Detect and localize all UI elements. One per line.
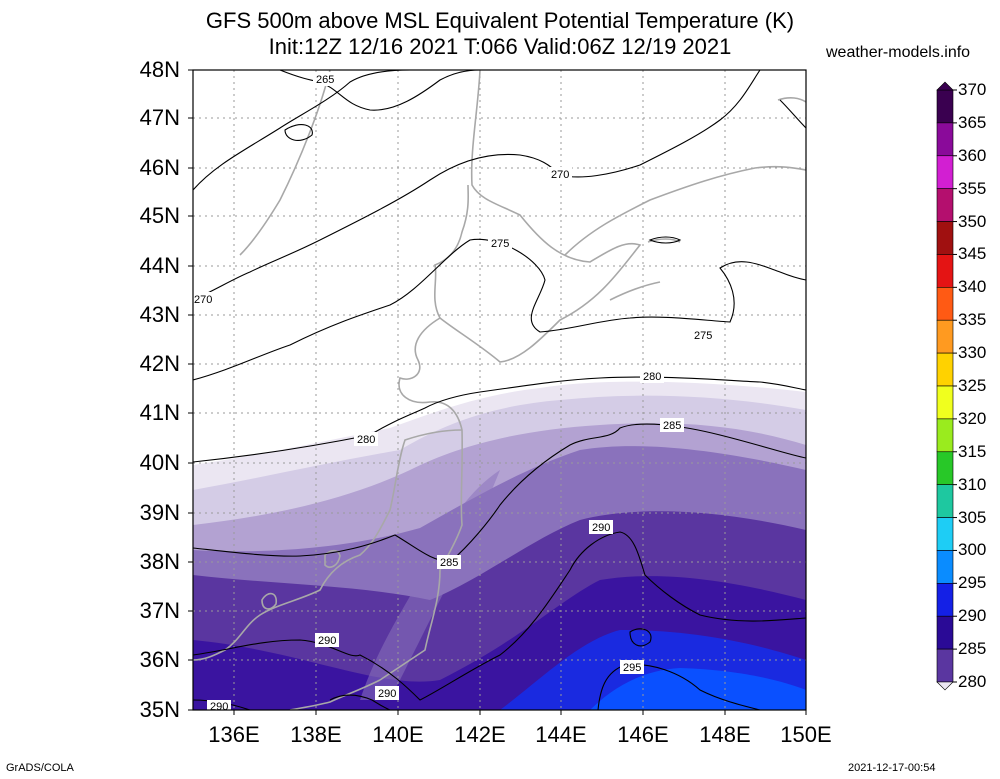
colorbar-label: 355 — [958, 178, 987, 198]
colorbar-label: 370 — [958, 80, 987, 99]
lon-label: 138E — [290, 722, 342, 747]
lon-label: 150E — [780, 722, 832, 747]
colorbar-label: 365 — [958, 112, 987, 132]
contour-label: 265 — [316, 74, 334, 86]
plot-frame — [192, 69, 807, 711]
contours — [193, 70, 806, 710]
colorbar-label: 345 — [958, 244, 987, 264]
colorbar-bottom-arrow — [936, 681, 954, 691]
colorbar-label: 335 — [958, 310, 987, 330]
colorbar-segment — [936, 583, 954, 617]
colorbar-label: 340 — [958, 277, 987, 297]
contour-label: 290 — [318, 635, 336, 647]
map-subtitle: Init:12Z 12/16 2021 T:066 Valid:06Z 12/1… — [268, 34, 732, 59]
lon-label: 142E — [454, 722, 506, 747]
footer-software: GrADS/COLA — [6, 762, 74, 774]
colorbar-segment — [936, 648, 954, 683]
lat-label: 46N — [139, 155, 180, 180]
colorbar-segment — [936, 550, 954, 584]
lat-label: 44N — [139, 253, 180, 278]
lat-label: 43N — [139, 302, 180, 327]
band-warm-core — [590, 668, 806, 710]
lat-label: 35N — [139, 697, 180, 722]
contour-label: 280 — [643, 371, 661, 383]
colorbar-label: 325 — [958, 376, 987, 395]
lon-label: 148E — [699, 722, 751, 747]
lat-label: 40N — [139, 450, 180, 475]
colorbar-segment — [936, 484, 954, 518]
axis-ticks — [188, 69, 807, 715]
colorbar-label: 300 — [958, 540, 987, 560]
contour-label: 275 — [491, 238, 509, 250]
contour-label: 285 — [440, 557, 458, 569]
colorbar-label: 295 — [958, 573, 987, 593]
lat-label: 37N — [139, 598, 180, 623]
colorbar-label: 305 — [958, 507, 987, 527]
colorbar-label: 285 — [958, 639, 987, 659]
lon-label: 144E — [535, 722, 587, 747]
colorbar — [936, 81, 957, 691]
colorbar-label: 350 — [958, 211, 987, 231]
contour-label: 270 — [194, 294, 212, 306]
lat-label: 39N — [139, 500, 180, 525]
colorbar-label: 310 — [958, 474, 987, 494]
lon-label: 140E — [372, 722, 424, 747]
colorbar-segment — [936, 418, 954, 453]
colorbar-segment — [936, 385, 954, 420]
colorbar-segment — [936, 615, 954, 650]
contour-label: 295 — [623, 662, 641, 674]
contour-label-group: 265 270 270 275 275 280 280 285 285 290 … — [193, 72, 715, 713]
colorbar-label: 320 — [958, 408, 987, 428]
contour-label: 290 — [592, 522, 610, 534]
contour-label: 270 — [551, 169, 569, 181]
colorbar-label: 315 — [958, 441, 987, 461]
colorbar-segment — [936, 451, 954, 485]
colorbar-segment — [936, 254, 954, 288]
colorbar-label: 280 — [958, 672, 987, 691]
contour-label: 275 — [694, 330, 712, 342]
colorbar-segment — [936, 287, 954, 321]
colorbar-segment — [936, 319, 954, 354]
colorbar-segment — [936, 188, 954, 222]
colorbar-segment — [936, 155, 954, 189]
lon-label: 136E — [208, 722, 260, 747]
lat-label: 36N — [139, 647, 180, 672]
lat-label: 48N — [139, 57, 180, 82]
colorbar-label: 360 — [958, 145, 987, 165]
lat-label: 41N — [139, 400, 180, 425]
colorbar-segment — [936, 352, 954, 387]
map-title: GFS 500m above MSL Equivalent Potential … — [205, 8, 795, 33]
lat-label: 38N — [139, 549, 180, 574]
contour-label: 285 — [663, 420, 681, 432]
footer-timestamp: 2021-12-17-00:54 — [848, 762, 936, 774]
contour-label: 280 — [357, 434, 375, 446]
site-credit: weather-models.info — [826, 44, 971, 61]
colorbar-label: 330 — [958, 343, 987, 363]
colorbar-segment — [936, 122, 954, 157]
colorbar-segment — [936, 517, 954, 551]
graticule — [193, 70, 806, 710]
map-plot: 265 270 270 275 275 280 280 285 285 290 … — [193, 70, 806, 713]
colorbar-segment — [936, 89, 954, 124]
colorbar-top-arrow — [936, 81, 954, 91]
colorbar-segment — [936, 221, 954, 255]
lat-label: 45N — [139, 203, 180, 228]
lat-label: 47N — [139, 105, 180, 130]
lon-label: 146E — [617, 722, 669, 747]
lat-label: 42N — [139, 351, 180, 376]
contour-label: 290 — [210, 701, 228, 713]
colorbar-label: 290 — [958, 606, 987, 626]
contour-label: 290 — [378, 688, 396, 700]
